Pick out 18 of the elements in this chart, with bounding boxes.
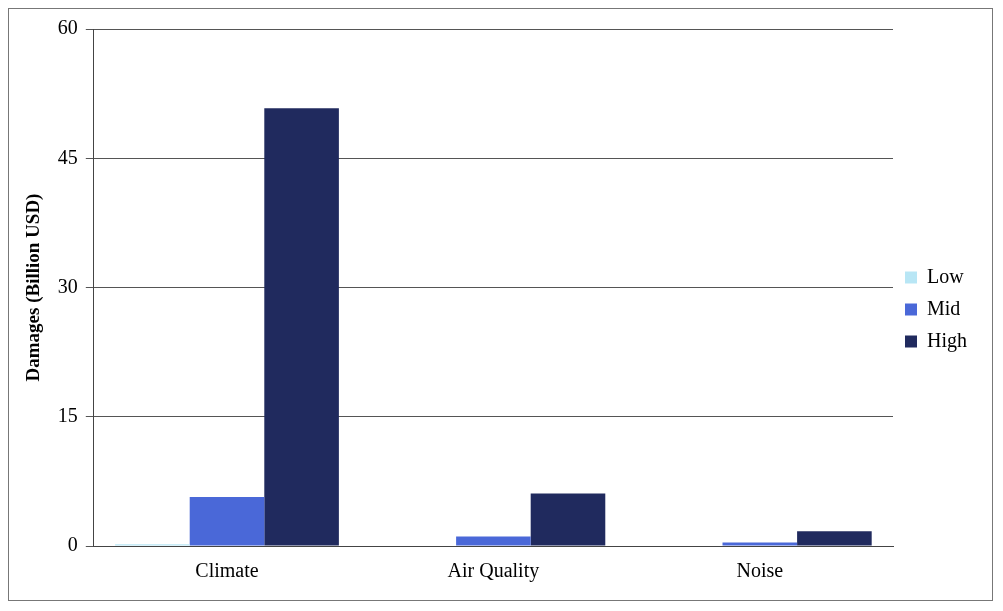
legend-label: High (927, 328, 967, 352)
y-tick-label: 60 (57, 16, 78, 39)
bar (264, 108, 339, 546)
legend-label: Mid (927, 296, 961, 319)
y-axis-title: Damages (Billion USD) (22, 193, 45, 382)
legend-label: Low (927, 264, 965, 287)
bar (189, 496, 265, 546)
y-tick-label: 15 (57, 404, 78, 426)
bar (530, 493, 606, 546)
bar (722, 542, 798, 546)
y-tick-label: 0 (67, 533, 78, 556)
x-tick-label: Climate (195, 559, 259, 582)
y-tick-label: 45 (57, 145, 78, 168)
x-tick-label: Noise (736, 559, 784, 582)
bar (456, 536, 531, 546)
y-tick-label: 30 (57, 274, 78, 297)
x-tick-label: Air Quality (447, 559, 540, 583)
bar (797, 531, 872, 546)
